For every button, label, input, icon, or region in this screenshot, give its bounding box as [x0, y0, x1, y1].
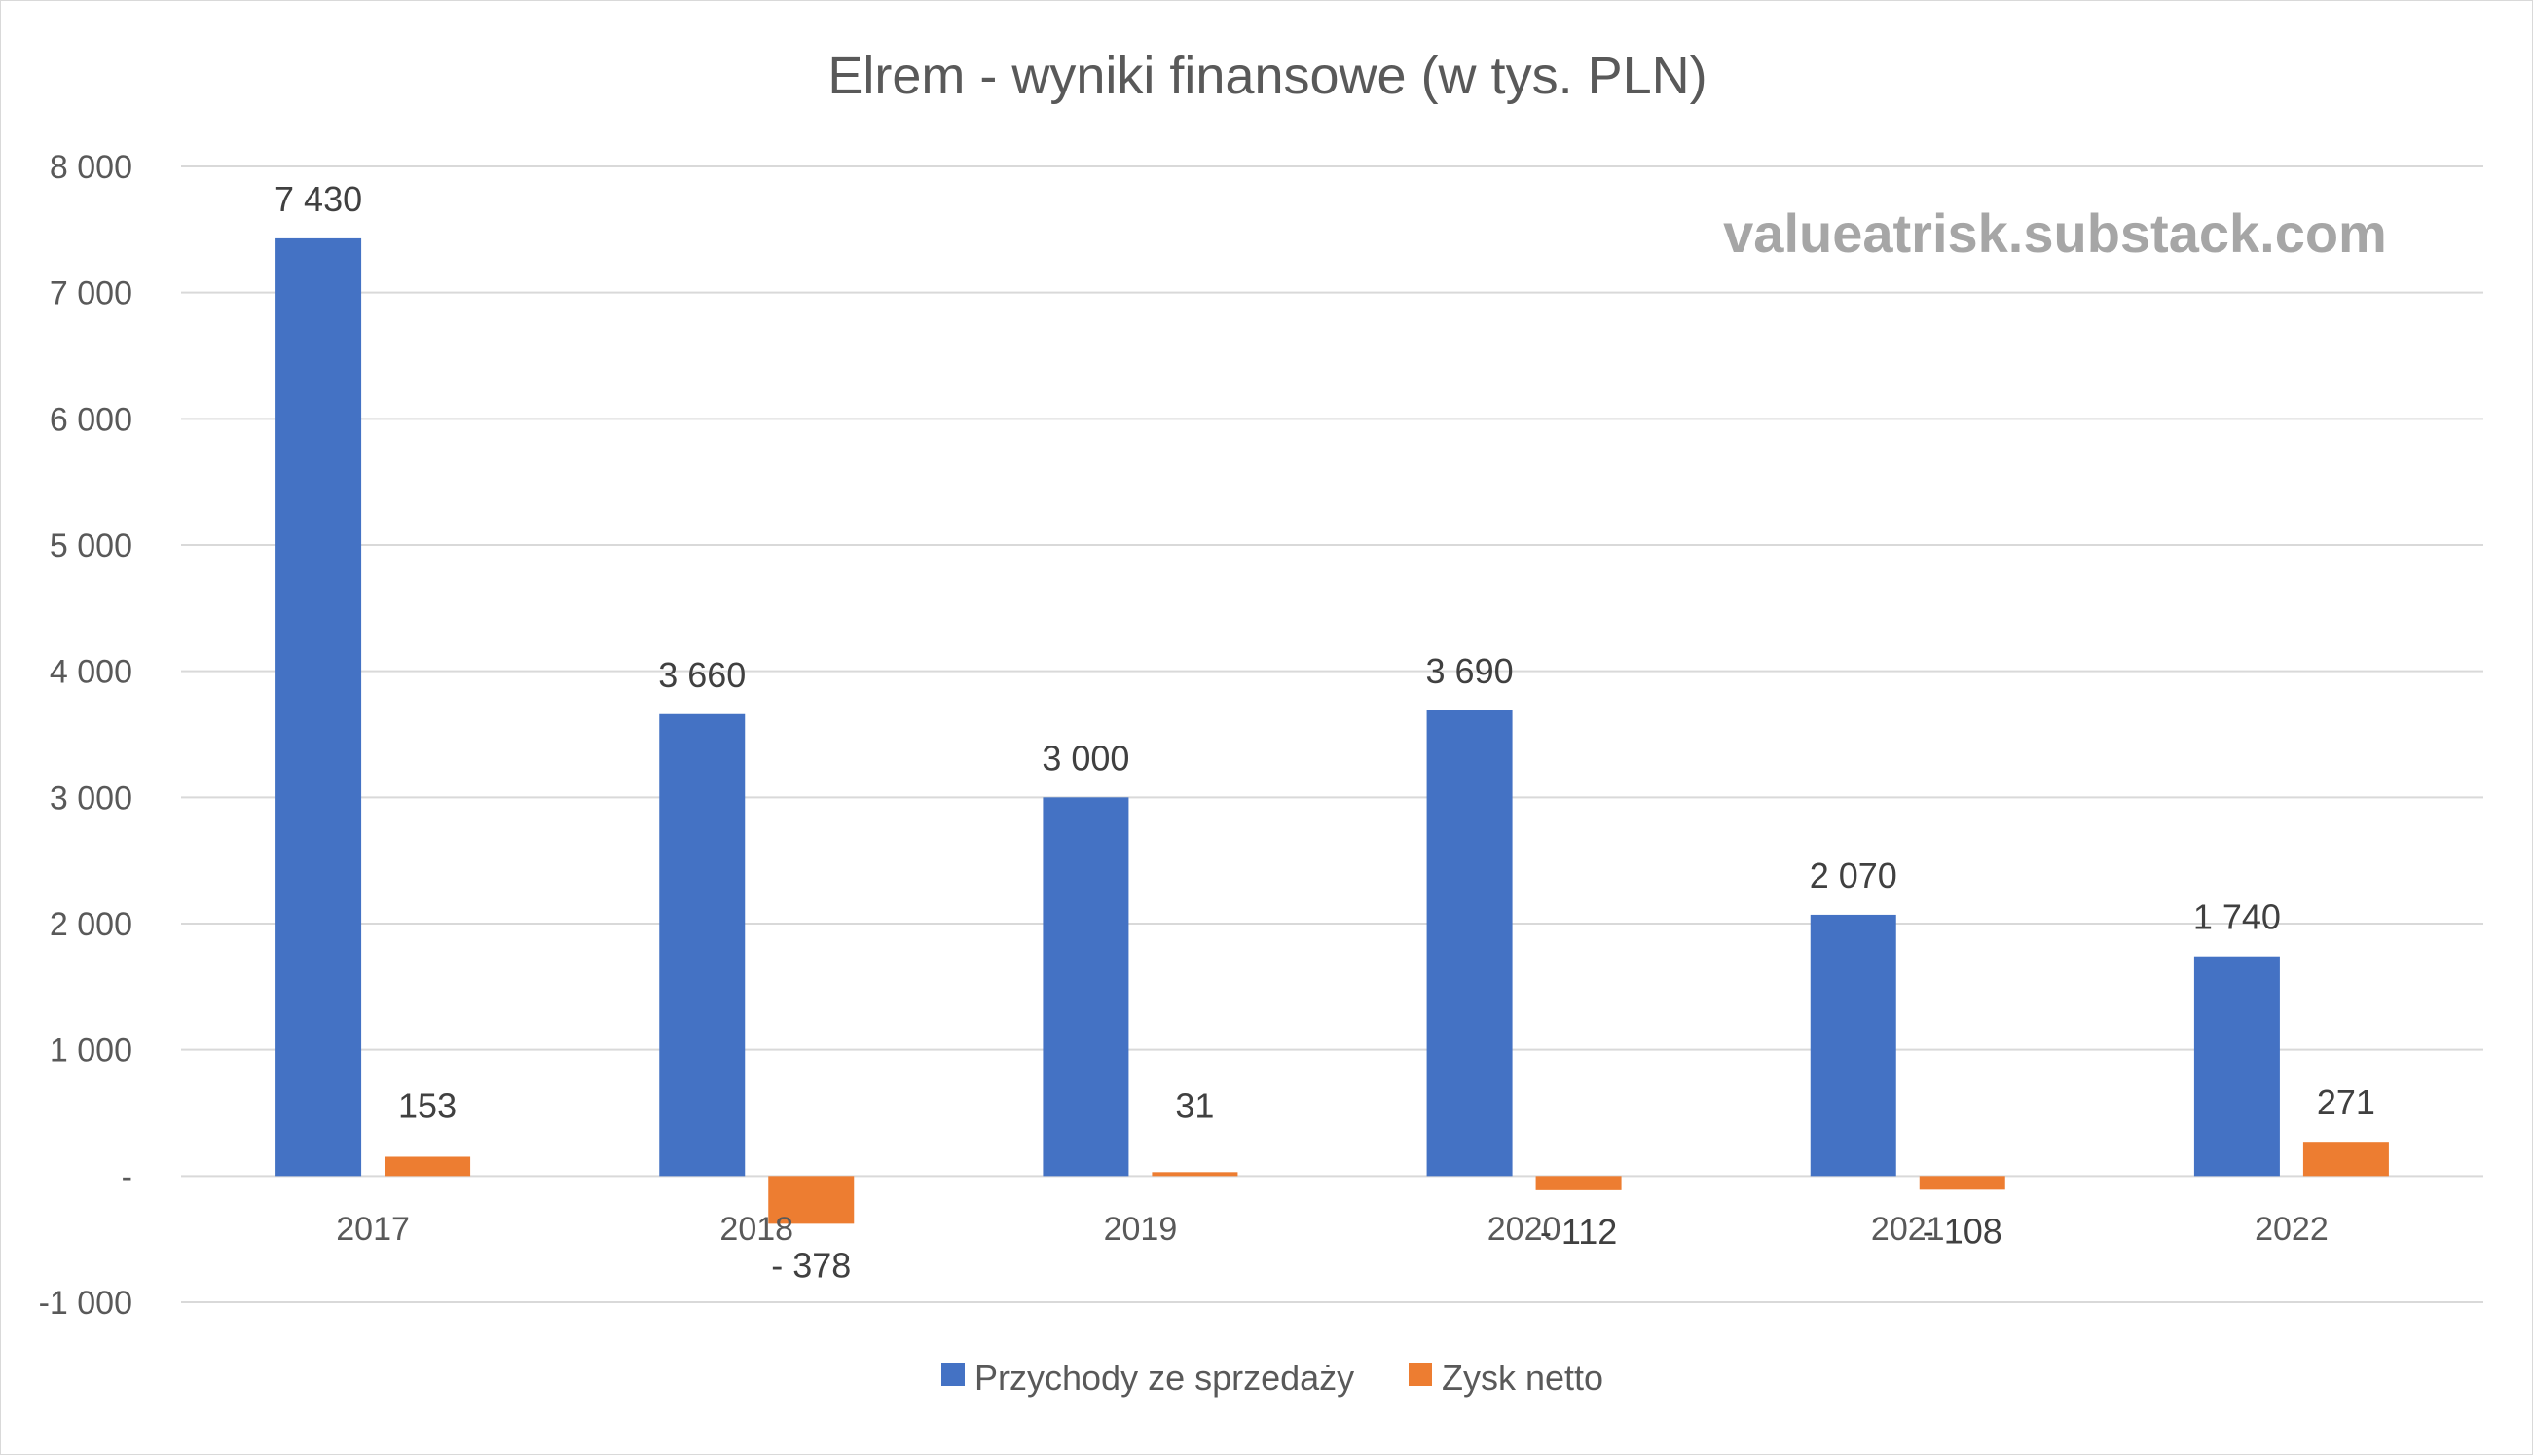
- y-tick-label: 4 000: [50, 654, 132, 691]
- bar-zysk-netto-2019: [1152, 1172, 1238, 1177]
- bar-zysk-netto-2022: [2302, 1142, 2389, 1177]
- data-labels: 7 430 3 660 3 000 3 690 2 070 1 740 153 - 378 31…: [275, 179, 2375, 1285]
- x-tick-label: 2019: [1104, 1211, 1178, 1248]
- bar-przychody-2018: [659, 713, 746, 1177]
- data-label: 271: [2317, 1082, 2375, 1122]
- bar-przychody-2017: [275, 237, 362, 1177]
- bar-przychody-2019: [1043, 797, 1129, 1177]
- bar-zysk-netto-2020: [1535, 1176, 1622, 1190]
- data-label: 1 740: [2193, 897, 2281, 937]
- bar-przychody-2022: [2193, 956, 2280, 1177]
- data-label: - 112: [1540, 1212, 1617, 1252]
- y-tick-label: 6 000: [50, 401, 132, 438]
- y-tick-label: 2 000: [50, 906, 132, 943]
- bar-zysk-netto-2018: [768, 1176, 855, 1224]
- x-tick-label: 2021: [1871, 1211, 1945, 1248]
- bars: [275, 237, 2389, 1224]
- x-axis-tick-labels: 2017 2018 2019 2020 2021 2022: [336, 1211, 2328, 1248]
- bar-przychody-2020: [1426, 710, 1513, 1177]
- y-tick-label: 8 000: [50, 149, 132, 186]
- y-tick-label: -1 000: [39, 1285, 132, 1322]
- gridlines: [181, 165, 2483, 1303]
- legend-swatch: [941, 1363, 965, 1386]
- x-tick-label: 2020: [1487, 1211, 1561, 1248]
- y-tick-label: 5 000: [50, 528, 132, 564]
- watermark-text: valueatrisk.substack.com: [1723, 202, 2387, 264]
- legend-label: Zysk netto: [1442, 1358, 1603, 1398]
- data-label: 2 070: [1810, 855, 1897, 895]
- legend: Przychody ze sprzedaży Zysk netto: [941, 1358, 1603, 1398]
- legend-label: Przychody ze sprzedaży: [974, 1358, 1354, 1398]
- y-tick-label: 7 000: [50, 275, 132, 312]
- data-label: 7 430: [275, 179, 362, 219]
- bar-zysk-netto-2021: [1919, 1176, 2005, 1190]
- data-label: 3 000: [1042, 738, 1129, 778]
- y-tick-label: -: [122, 1158, 132, 1195]
- x-tick-label: 2018: [719, 1211, 793, 1248]
- data-label: 3 690: [1426, 651, 1514, 691]
- data-label: - 378: [771, 1245, 851, 1285]
- bar-zysk-netto-2017: [385, 1156, 471, 1177]
- bar-przychody-2021: [1810, 914, 1896, 1177]
- chart-title: Elrem - wyniki finansowe (w tys. PLN): [827, 47, 1707, 105]
- y-tick-label: 1 000: [50, 1033, 132, 1070]
- data-label: 3 660: [658, 655, 746, 695]
- data-label: 31: [1175, 1085, 1214, 1125]
- data-label: - 108: [1923, 1211, 2002, 1251]
- legend-swatch: [1409, 1363, 1432, 1386]
- x-tick-label: 2017: [336, 1211, 410, 1248]
- y-tick-label: 3 000: [50, 780, 132, 817]
- data-label: 153: [398, 1085, 457, 1125]
- x-tick-label: 2022: [2255, 1211, 2329, 1248]
